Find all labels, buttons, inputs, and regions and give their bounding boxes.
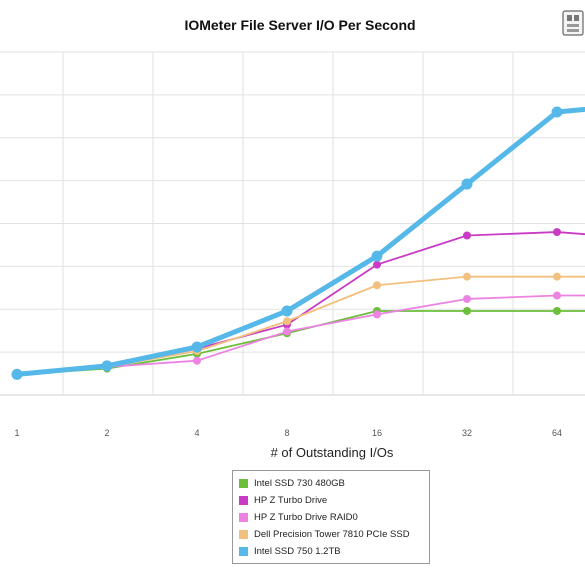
data-point (373, 310, 381, 319)
data-point (11, 368, 23, 380)
x-tick-label: 16 (372, 428, 382, 438)
data-point (373, 260, 381, 269)
x-axis-ticks: 1248163264128 (14, 428, 562, 438)
x-axis-label: # of Outstanding I/Os (270, 445, 394, 460)
data-point (553, 306, 561, 315)
legend-item: Intel SSD 730 480GB (239, 475, 424, 492)
x-tick-label: 2 (104, 428, 109, 438)
series-lines (11, 106, 585, 380)
series-line (16, 294, 585, 374)
legend-item: HP Z Turbo Drive RAID0 (239, 509, 424, 526)
data-point (371, 250, 383, 262)
series-4 (11, 106, 585, 380)
data-point (283, 317, 291, 326)
legend-label: Intel SSD 750 1.2TB (254, 546, 341, 557)
legend-swatch (239, 530, 248, 539)
legend-swatch (239, 479, 248, 488)
legend-swatch (239, 513, 248, 522)
legend: Intel SSD 730 480GB HP Z Turbo Drive HP Z … (232, 470, 430, 564)
data-point (193, 356, 201, 365)
legend-label: HP Z Turbo Drive (254, 495, 328, 506)
x-tick-label: 32 (462, 428, 472, 438)
x-tick-label: 1 (14, 428, 19, 438)
legend-swatch (239, 496, 248, 505)
data-point (281, 305, 293, 317)
site-logo-icon (562, 10, 584, 36)
legend-label: HP Z Turbo Drive RAID0 (254, 512, 358, 523)
x-tick-label: 8 (284, 428, 289, 438)
data-point (553, 291, 561, 300)
data-point (461, 178, 473, 190)
legend-label: Intel SSD 730 480GB (254, 478, 345, 489)
data-point (463, 272, 471, 281)
legend-item: Dell Precision Tower 7810 PCIe SSD (239, 526, 424, 543)
legend-label: Dell Precision Tower 7810 PCIe SSD (254, 529, 410, 540)
legend-swatch (239, 547, 248, 556)
line-chart: 1248163264128 (0, 51, 585, 438)
data-point (101, 360, 113, 372)
data-point (553, 272, 561, 281)
legend-item: HP Z Turbo Drive (239, 492, 424, 509)
data-point (191, 341, 203, 353)
data-point (463, 306, 471, 315)
legend-item: Intel SSD 750 1.2TB (239, 543, 424, 560)
grid (0, 51, 585, 396)
data-point (553, 228, 561, 237)
series-line (16, 275, 585, 376)
data-point (463, 231, 471, 240)
series-3 (13, 272, 585, 379)
x-tick-label: 4 (194, 428, 199, 438)
data-point (373, 281, 381, 290)
x-tick-label: 64 (552, 428, 562, 438)
data-point (463, 294, 471, 303)
data-point (551, 106, 563, 118)
data-point (283, 327, 291, 336)
series-line (16, 106, 585, 377)
chart-title: IOMeter File Server I/O Per Second (184, 17, 416, 33)
